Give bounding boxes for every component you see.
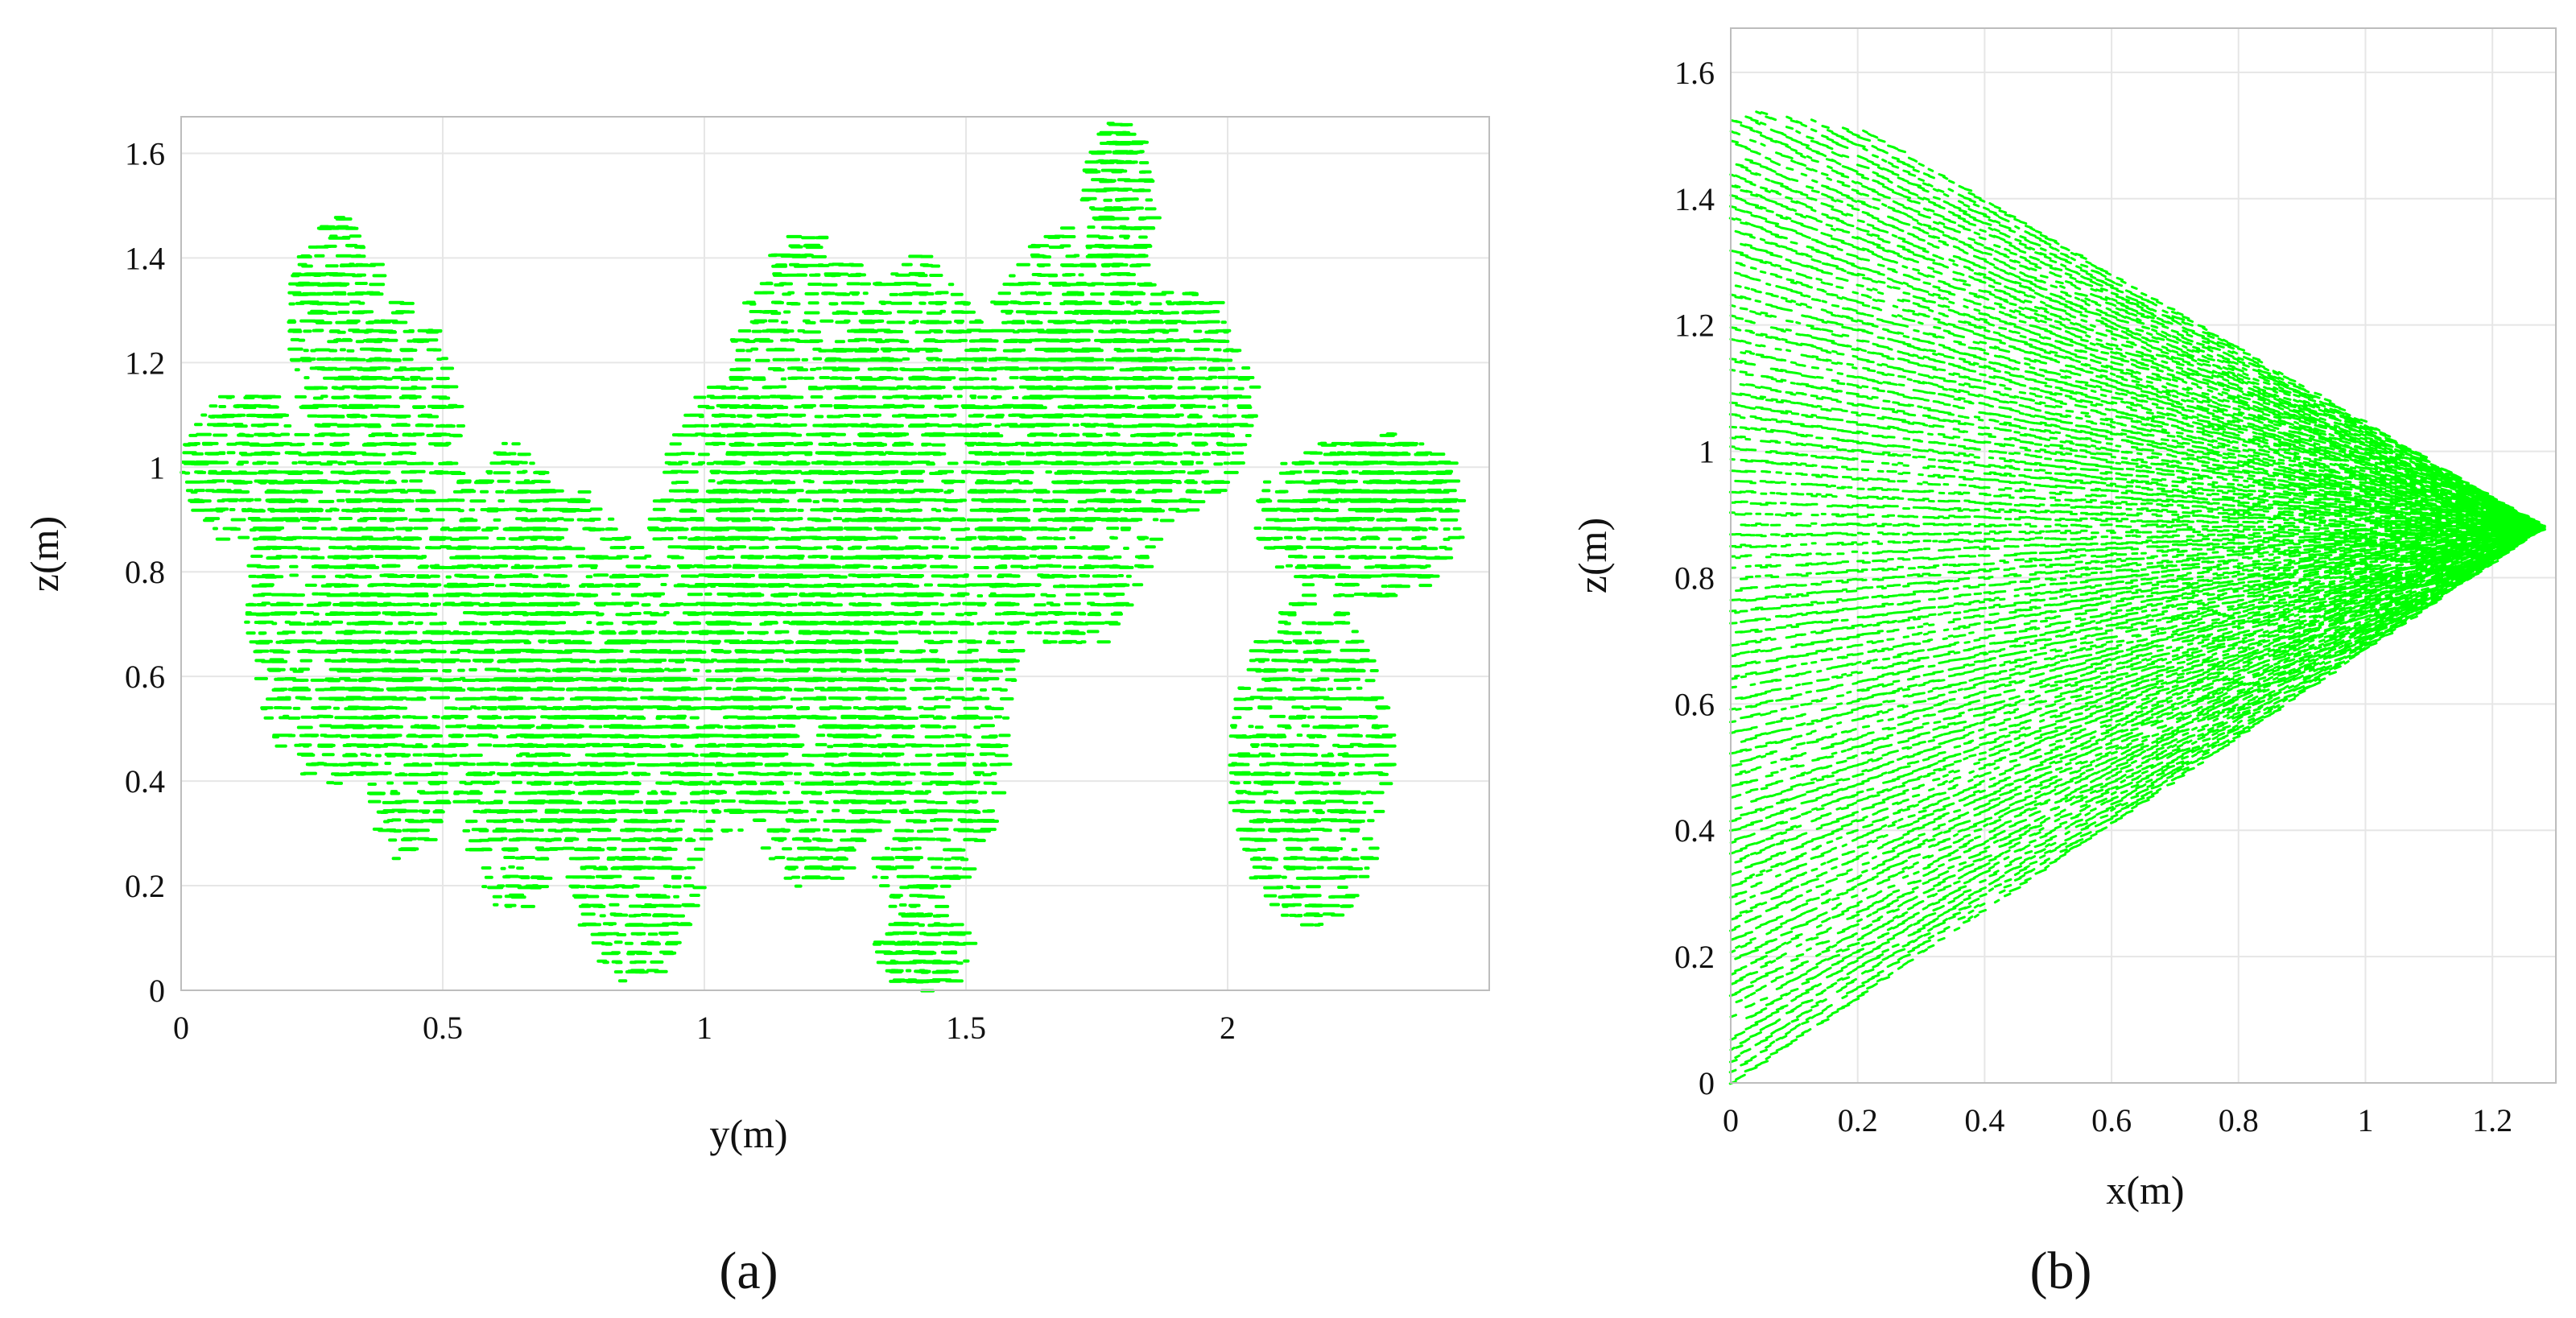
x-axis-label-a: y(m) (709, 1111, 787, 1156)
panel-b-scatter-chart: 0 0.2 0.4 0.6 0.8 1 1.2 0 0.2 0.4 0.6 0.8 1 1.2 1.4 1.6… (1570, 27, 2557, 1300)
x-tick-label: 1 (696, 1010, 712, 1046)
y-axis-label-a: z(m) (22, 516, 67, 592)
plot-area-a (181, 117, 1489, 990)
y-tick-label: 0.8 (125, 554, 165, 590)
x-tick-label: 0 (1723, 1102, 1739, 1138)
y-tick-label: 0 (1699, 1065, 1715, 1101)
grid-a (180, 117, 1489, 991)
x-tick-label: 1.5 (946, 1010, 986, 1046)
panel-label-b: (b) (2030, 1242, 2092, 1300)
y-tick-label: 0.6 (125, 659, 165, 695)
point-cloud-a (180, 122, 1467, 993)
y-tick-label: 0.4 (1674, 812, 1715, 849)
panel-a-scatter-chart: 0 0.5 1 1.5 2 0 0.2 0.4 0.6 0.8 1 1.2 1.4 1.6 y(m) z(… (22, 116, 1490, 1300)
x-tick-label: 1.2 (2472, 1102, 2512, 1138)
x-tick-label: 0 (173, 1010, 189, 1046)
panel-label-a: (a) (719, 1242, 778, 1300)
y-tick-label: 1.2 (125, 345, 165, 381)
x-tick-label: 0.4 (1964, 1102, 2004, 1138)
y-tick-label: 0.6 (1674, 686, 1715, 722)
x-tick-label: 1 (2357, 1102, 2373, 1138)
x-tick-label: 0.8 (2219, 1102, 2259, 1138)
y-tick-label: 1.6 (125, 135, 165, 171)
y-tick-label: 1 (1699, 434, 1715, 470)
y-tick-label: 1.4 (1674, 181, 1715, 217)
y-tick-label: 0 (149, 973, 165, 1009)
y-tick-label: 1.2 (1674, 308, 1715, 344)
x-tick-label: 2 (1220, 1010, 1236, 1046)
x-axis-label-b: x(m) (2106, 1167, 2184, 1213)
y-axis-label-b: z(m) (1570, 518, 1615, 593)
x-tick-label: 0.2 (1838, 1102, 1878, 1138)
tick-labels-b: 0 0.2 0.4 0.6 0.8 1 1.2 0 0.2 0.4 0.6 0.8 1 1.2 1.4 1.6 (1674, 55, 2512, 1138)
y-tick-label: 0.2 (1674, 939, 1715, 975)
tick-labels-a: 0 0.5 1 1.5 2 0 0.2 0.4 0.6 0.8 1 1.2 1.4 1.6 (125, 135, 1236, 1046)
x-tick-label: 0.6 (2091, 1102, 2132, 1138)
y-tick-label: 0.2 (125, 868, 165, 904)
y-tick-label: 0.8 (1674, 560, 1715, 596)
axes-frame-b (1730, 27, 2557, 1084)
y-tick-label: 0.4 (125, 763, 165, 799)
y-tick-label: 1.6 (1674, 55, 1715, 91)
axes-frame-a (180, 116, 1490, 991)
y-tick-label: 1.4 (125, 240, 165, 276)
y-tick-label: 1 (149, 449, 165, 485)
scatter-points-a (180, 122, 1467, 993)
x-tick-label: 0.5 (423, 1010, 463, 1046)
